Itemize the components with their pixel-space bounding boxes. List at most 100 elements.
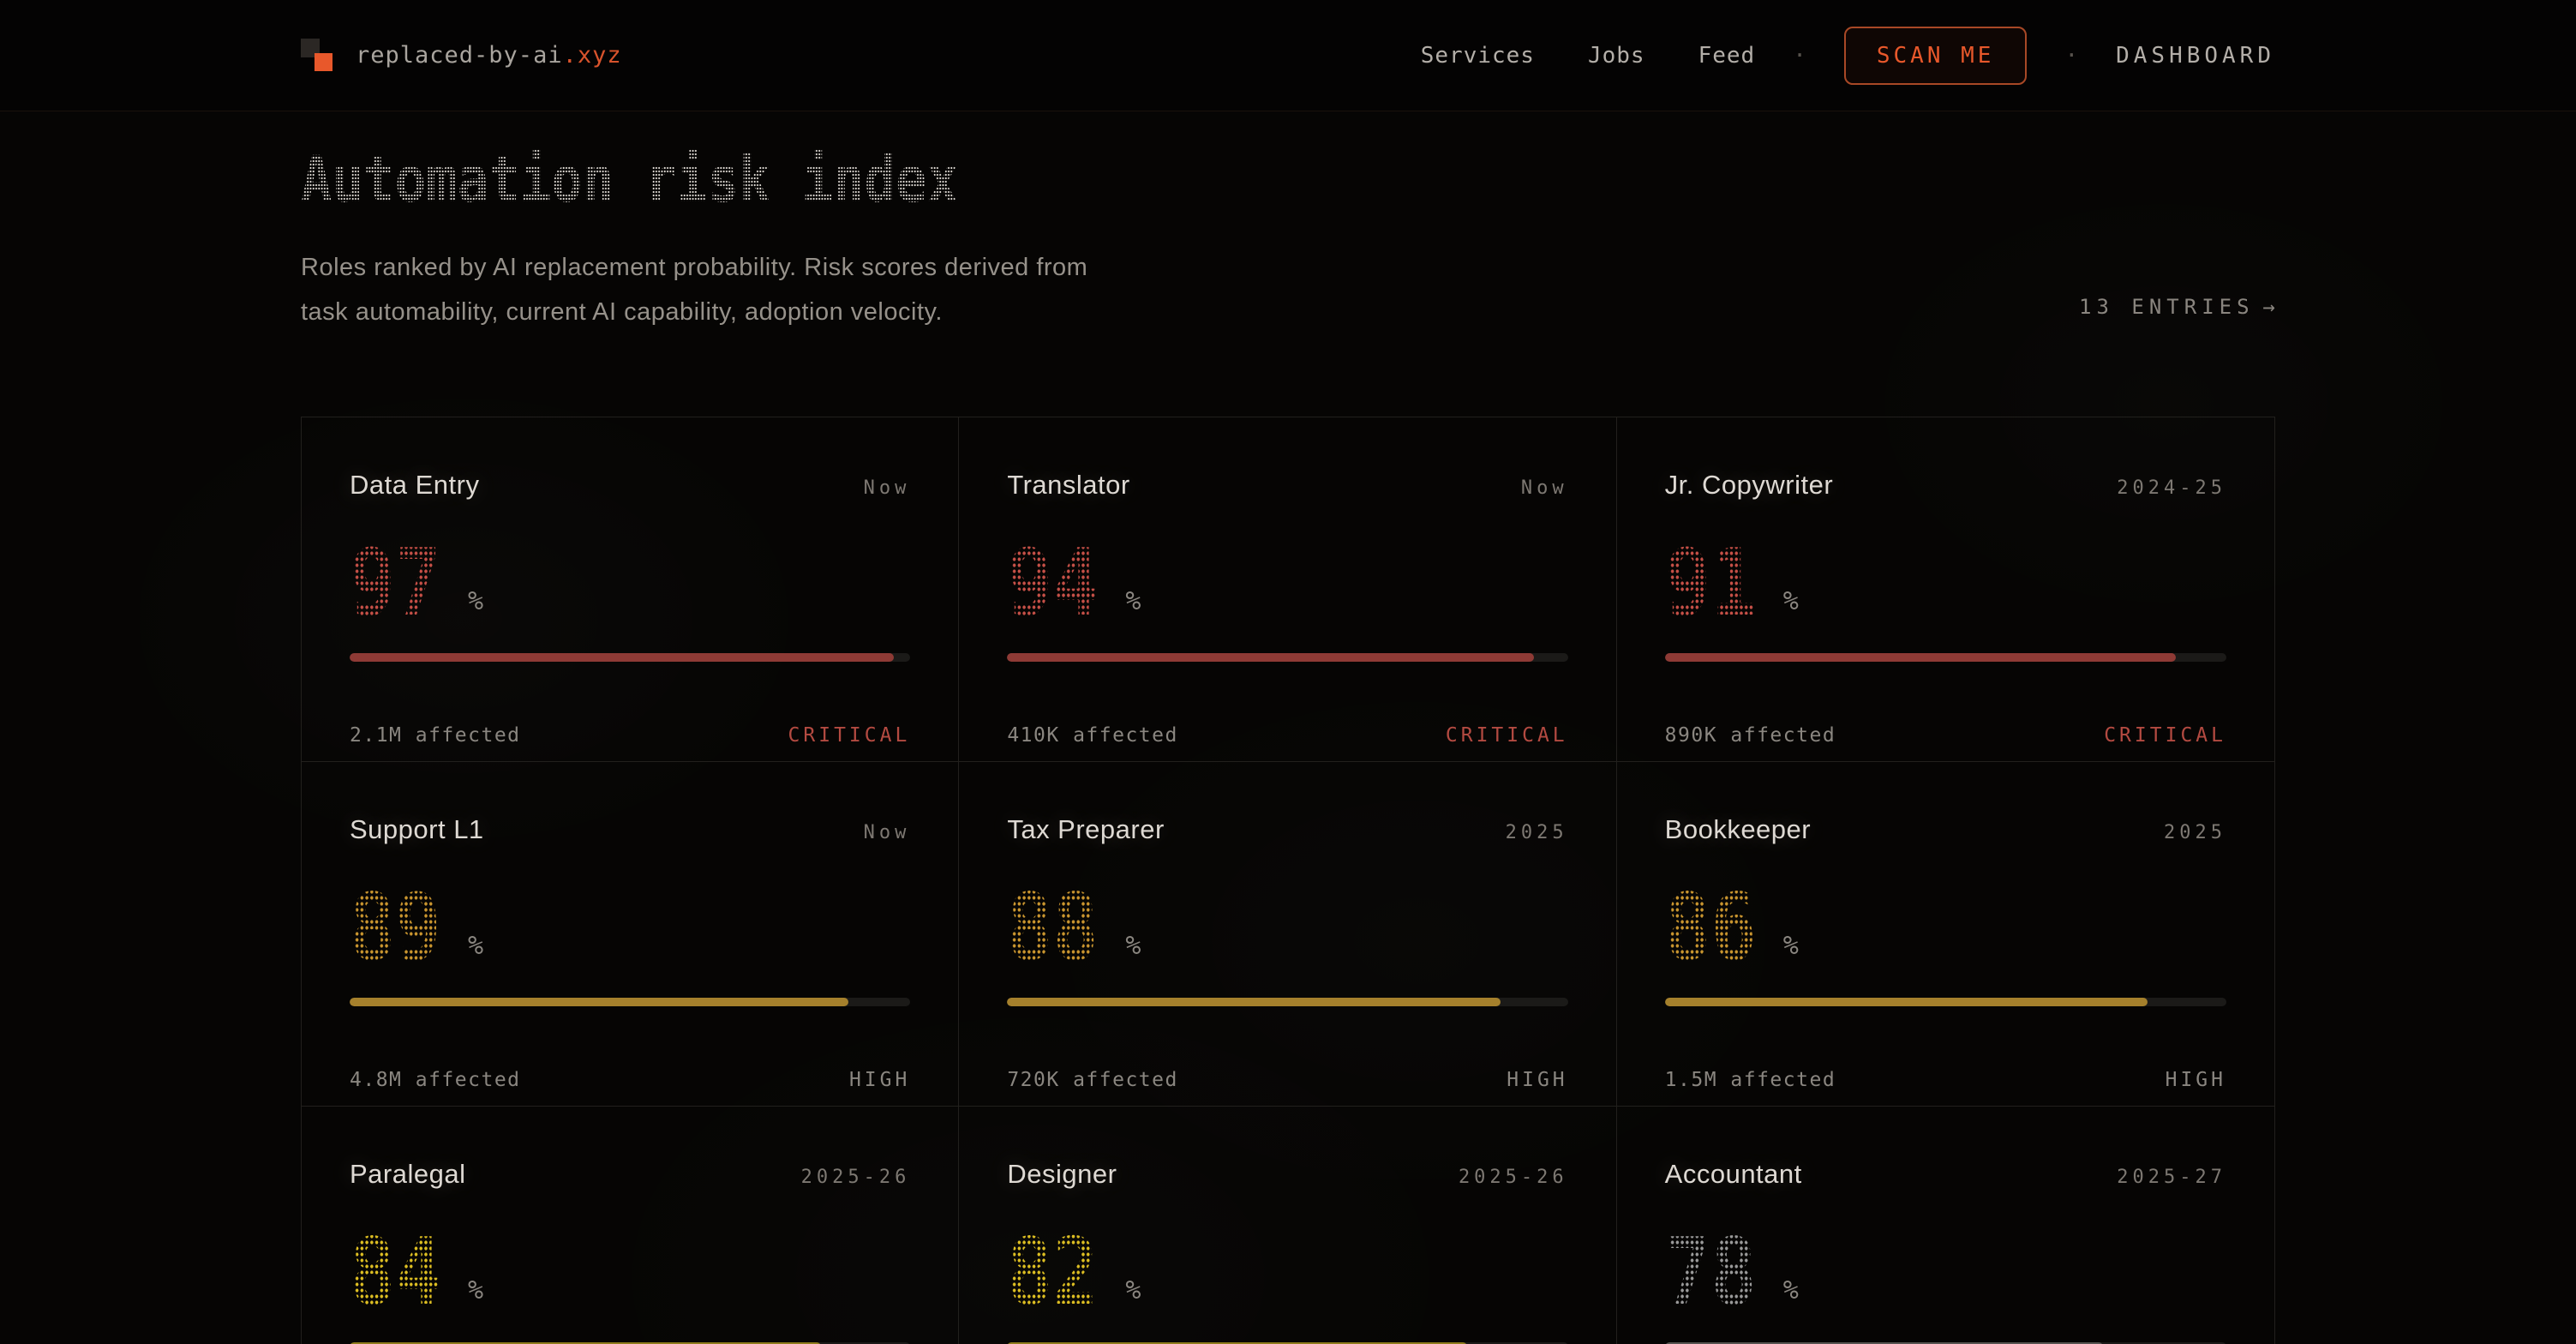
percent-sign: %: [468, 931, 484, 961]
risk-progress-fill: [1007, 998, 1501, 1006]
nav-link-dashboard[interactable]: DASHBOARD: [2116, 42, 2275, 69]
timeline-label: Now: [863, 477, 911, 499]
risk-progress-fill: [350, 653, 894, 662]
subtitle-line-1: Roles ranked by AI replacement probabili…: [301, 254, 1088, 281]
risk-card[interactable]: Support L1 Now 89 % 4.8M affected HIGH: [302, 762, 960, 1107]
risk-level-badge: HIGH: [848, 1069, 911, 1091]
risk-progress-track: [1007, 653, 1568, 662]
percent-sign: %: [1125, 1275, 1141, 1305]
timeline-label: 2024-25: [2117, 477, 2226, 499]
scan-me-button[interactable]: SCAN ME: [1843, 26, 2028, 85]
risk-level-badge: CRITICAL: [2104, 724, 2226, 747]
percent-sign: %: [1125, 931, 1141, 961]
risk-progress-track: [1007, 998, 1568, 1006]
timeline-label: Now: [1520, 477, 1568, 499]
percent-sign: %: [1782, 1275, 1799, 1305]
risk-card[interactable]: Translator Now 94 % 410K affected CRITIC…: [959, 417, 1617, 762]
percent-sign: %: [1782, 586, 1799, 616]
affected-count: 890K affected: [1664, 724, 1836, 747]
role-name: Bookkeeper: [1664, 814, 1812, 844]
risk-progress-track: [350, 1342, 911, 1344]
main-nav: Services Jobs Feed · SCAN ME · DASHBOARD: [1368, 26, 2275, 85]
brand-logo[interactable]: replaced-by-ai.xyz: [301, 37, 622, 75]
role-name: Translator: [1007, 470, 1130, 500]
timeline-label: 2025-26: [800, 1167, 911, 1188]
main-content: Automation risk index Roles ranked by AI…: [301, 111, 2275, 1344]
hero-section: Automation risk index Roles ranked by AI…: [301, 111, 2275, 334]
timeline-label: 2025: [1505, 822, 1568, 843]
risk-card[interactable]: Paralegal 2025-26 84 %: [302, 1107, 960, 1344]
role-name: Designer: [1007, 1159, 1117, 1189]
risk-card[interactable]: Tax Preparer 2025 88 % 720K affected HIG…: [959, 762, 1617, 1107]
risk-progress-track: [1664, 1342, 2226, 1344]
risk-progress-fill: [1664, 1342, 2103, 1344]
nav-link-feed[interactable]: Feed: [1698, 42, 1756, 69]
logo-orange-square: [315, 52, 332, 71]
risk-card[interactable]: Designer 2025-26 82 %: [959, 1107, 1617, 1344]
role-name: Jr. Copywriter: [1664, 470, 1834, 500]
risk-card[interactable]: Accountant 2025-27 78 %: [1617, 1107, 2274, 1344]
timeline-label: 2025-26: [1458, 1167, 1568, 1188]
risk-progress-track: [1664, 998, 2226, 1006]
risk-percent-value: 97: [350, 530, 441, 638]
percent-sign: %: [468, 586, 484, 616]
timeline-label: 2025-27: [2117, 1167, 2226, 1188]
nav-link-jobs[interactable]: Jobs: [1587, 42, 1645, 69]
risk-card[interactable]: Jr. Copywriter 2024-25 91 % 890K affecte…: [1616, 417, 2274, 762]
brand-tld: .xyz: [562, 42, 622, 69]
risk-progress-track: [350, 653, 911, 662]
timeline-label: Now: [863, 822, 911, 843]
entries-count-link[interactable]: 13 ENTRIES →: [2079, 295, 2275, 319]
risk-percent-value: 78: [1664, 1219, 1757, 1327]
affected-count: 410K affected: [1007, 724, 1178, 747]
risk-percent-value: 88: [1007, 874, 1099, 982]
nav-dot-separator: ·: [2064, 42, 2079, 69]
role-name: Data Entry: [350, 470, 480, 500]
risk-progress-fill: [350, 998, 849, 1006]
affected-count: 2.1M affected: [350, 724, 521, 747]
risk-progress-track: [350, 998, 911, 1006]
timeline-label: 2025: [2164, 822, 2226, 843]
risk-progress-track: [1664, 653, 2226, 662]
risk-progress-fill: [1007, 653, 1535, 662]
risk-card[interactable]: Bookkeeper 2025 86 % 1.5M affected HIGH: [1616, 762, 2274, 1107]
role-name: Accountant: [1664, 1159, 1802, 1189]
logo-dark-square: [301, 38, 320, 57]
risk-level-badge: HIGH: [2165, 1069, 2226, 1091]
risk-level-badge: HIGH: [1507, 1069, 1568, 1091]
risk-card-grid: Data Entry Now 97 % 2.1M affected CRITIC…: [301, 417, 2275, 1344]
risk-level-badge: CRITICAL: [788, 724, 911, 747]
brand-name: replaced-by-ai.xyz: [356, 42, 622, 69]
percent-sign: %: [1125, 586, 1141, 616]
brand-squares-icon: [301, 37, 337, 75]
affected-count: 1.5M affected: [1664, 1069, 1836, 1091]
risk-percent-value: 84: [350, 1219, 441, 1327]
nav-dot-separator: ·: [1793, 42, 1806, 69]
site-header: replaced-by-ai.xyz Services Jobs Feed · …: [0, 0, 2576, 111]
subtitle-line-2: task automability, current AI capability…: [301, 298, 943, 326]
risk-progress-fill: [350, 1342, 821, 1344]
risk-percent-value: 91: [1664, 530, 1757, 638]
risk-percent-value: 86: [1664, 874, 1757, 982]
role-name: Paralegal: [350, 1159, 466, 1189]
risk-percent-value: 94: [1007, 530, 1099, 638]
percent-sign: %: [468, 1275, 484, 1305]
role-name: Support L1: [350, 814, 484, 844]
risk-card[interactable]: Data Entry Now 97 % 2.1M affected CRITIC…: [302, 417, 960, 762]
risk-progress-track: [1007, 1342, 1568, 1344]
page-subtitle: Roles ranked by AI replacement probabili…: [301, 245, 1103, 334]
percent-sign: %: [1782, 931, 1799, 961]
risk-progress-fill: [1664, 998, 2148, 1006]
right-arrow-icon: →: [2262, 295, 2275, 319]
brand-domain: replaced-by-ai: [356, 42, 563, 69]
page-title-text: Automation risk index: [301, 143, 959, 217]
nav-link-services[interactable]: Services: [1420, 42, 1535, 69]
role-name: Tax Preparer: [1007, 814, 1165, 844]
risk-level-badge: CRITICAL: [1445, 724, 1568, 747]
risk-progress-fill: [1007, 1342, 1467, 1344]
risk-progress-fill: [1664, 653, 2176, 662]
page-title: Automation risk index: [301, 143, 1103, 217]
risk-percent-value: 89: [350, 874, 441, 982]
entries-count-label: 13 ENTRIES: [2079, 295, 2255, 319]
risk-percent-value: 82: [1007, 1219, 1099, 1327]
